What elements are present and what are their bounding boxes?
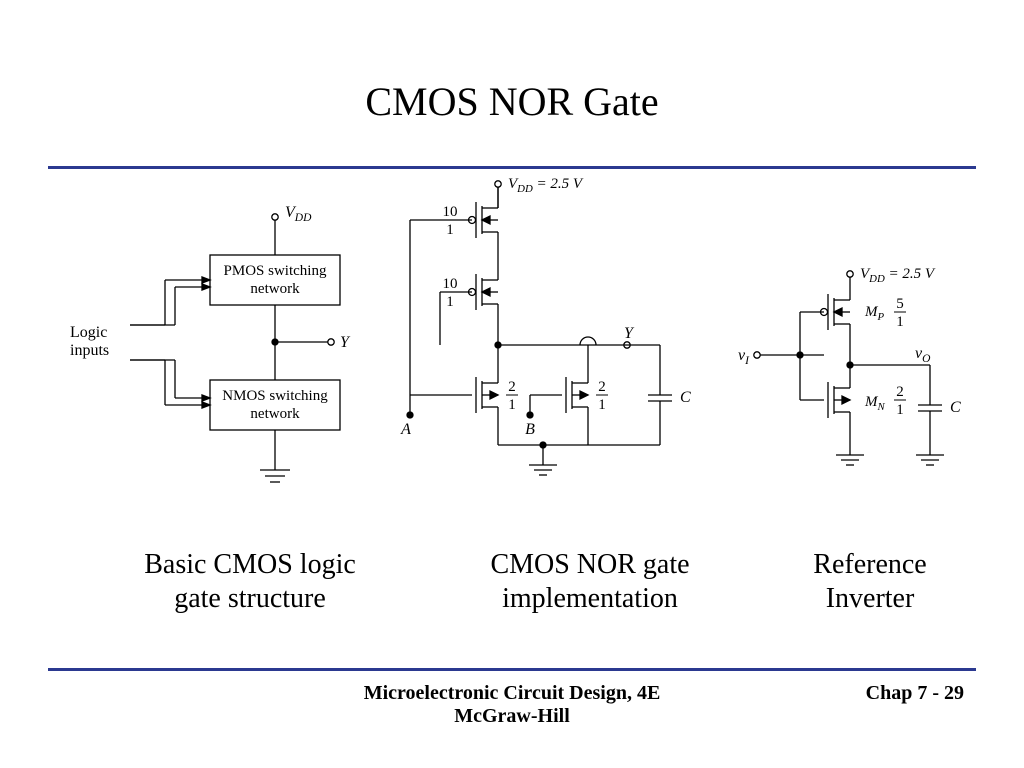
slide-title: CMOS NOR Gate <box>0 78 1024 125</box>
d1-pmos-l2: network <box>250 281 300 297</box>
svg-text:VDD = 2.5 V: VDD = 2.5 V <box>860 266 936 285</box>
d3-c: C <box>950 399 961 416</box>
d2-y: Y <box>624 325 635 342</box>
rule-top <box>48 166 976 169</box>
d2-b: B <box>525 421 535 438</box>
caption-2: CMOS NOR gateimplementation <box>430 548 750 615</box>
svg-text:vO: vO <box>915 345 931 365</box>
svg-text:vI: vI <box>738 347 750 367</box>
d1-pmos-l1: PMOS switching <box>224 263 327 279</box>
svg-text:1: 1 <box>508 397 516 413</box>
svg-text:5: 5 <box>896 296 904 312</box>
svg-text:2: 2 <box>896 384 904 400</box>
d1-nmos-l1: NMOS switching <box>222 388 328 404</box>
diagram-nor-gate: 10 1 10 1 2 1 2 1 VDD = 2.5 V A B Y C <box>380 170 710 520</box>
diagram-reference-inverter: VDD = 2.5 V vI vO MP MN 5 1 2 1 C <box>730 260 990 520</box>
svg-text:1: 1 <box>446 294 454 310</box>
svg-text:10: 10 <box>443 276 458 292</box>
page-number: Chap 7 - 29 <box>866 682 964 705</box>
caption-1: Basic CMOS logicgate structure <box>80 548 420 615</box>
svg-text:2: 2 <box>508 379 516 395</box>
svg-text:VDD: VDD <box>285 204 312 224</box>
d2-c: C <box>680 389 691 406</box>
svg-text:1: 1 <box>896 314 904 330</box>
svg-text:2: 2 <box>598 379 606 395</box>
svg-text:VDD = 2.5 V: VDD = 2.5 V <box>508 176 584 195</box>
svg-text:1: 1 <box>598 397 606 413</box>
caption-3: ReferenceInverter <box>770 548 970 615</box>
captions-row: Basic CMOS logicgate structure CMOS NOR … <box>0 548 1024 615</box>
d1-inputs: inputs <box>70 342 109 359</box>
d1-nmos-l2: network <box>250 406 300 422</box>
svg-text:MN: MN <box>864 394 886 413</box>
svg-text:1: 1 <box>446 222 454 238</box>
diagram-basic-structure: VDD PMOS switching network NMOS switchin… <box>60 185 390 515</box>
d2-a: A <box>400 421 411 438</box>
d1-y: Y <box>340 334 351 351</box>
d1-logic: Logic <box>70 324 107 341</box>
rule-bottom <box>48 668 976 671</box>
svg-text:10: 10 <box>443 204 458 220</box>
svg-text:MP: MP <box>864 304 885 323</box>
svg-text:1: 1 <box>896 402 904 418</box>
